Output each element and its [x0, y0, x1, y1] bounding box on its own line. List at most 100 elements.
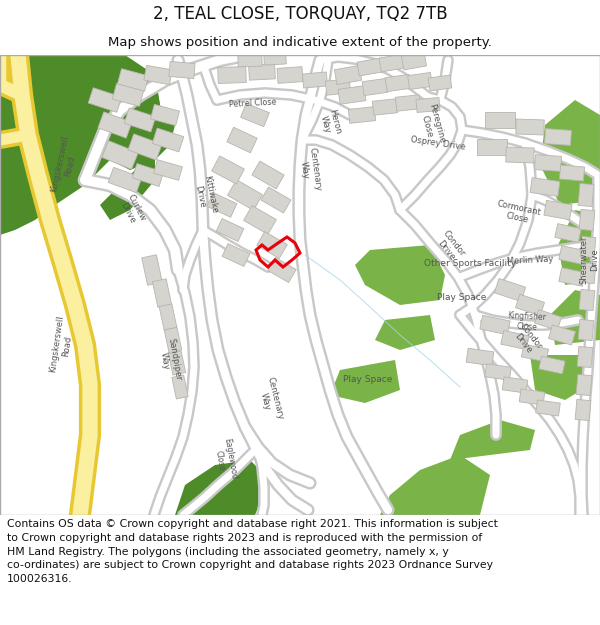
- Bar: [154, 160, 182, 180]
- Text: Shearwater
Drive: Shearwater Drive: [580, 236, 599, 284]
- Bar: [98, 112, 132, 138]
- Bar: [164, 328, 182, 352]
- Bar: [349, 107, 376, 123]
- Bar: [151, 104, 179, 126]
- Bar: [545, 129, 571, 146]
- Polygon shape: [540, 100, 600, 205]
- Polygon shape: [175, 460, 270, 515]
- Bar: [159, 304, 177, 330]
- Bar: [118, 69, 149, 91]
- Bar: [515, 294, 545, 316]
- Polygon shape: [450, 420, 535, 460]
- Text: Condor
Drive: Condor Drive: [510, 322, 544, 358]
- Bar: [577, 346, 593, 368]
- Text: Condor
Drive: Condor Drive: [433, 229, 467, 265]
- Text: Centenary
Way: Centenary Way: [298, 147, 323, 193]
- Bar: [576, 374, 592, 396]
- Bar: [578, 319, 594, 341]
- Bar: [227, 180, 262, 210]
- Polygon shape: [330, 360, 400, 403]
- Bar: [334, 66, 362, 84]
- Bar: [494, 279, 526, 301]
- Bar: [124, 108, 156, 132]
- Bar: [144, 66, 172, 84]
- Bar: [559, 165, 584, 181]
- Bar: [559, 246, 585, 264]
- Bar: [108, 168, 142, 192]
- Bar: [263, 51, 286, 65]
- Bar: [152, 279, 172, 307]
- Bar: [506, 147, 534, 163]
- Text: Peregrine
Close: Peregrine Close: [418, 103, 446, 147]
- Text: Centenary
Way: Centenary Way: [255, 376, 285, 424]
- Bar: [357, 58, 383, 76]
- Text: Play Space: Play Space: [437, 292, 487, 301]
- Polygon shape: [558, 210, 600, 285]
- Text: Contains OS data © Crown copyright and database right 2021. This information is : Contains OS data © Crown copyright and d…: [7, 519, 498, 584]
- Bar: [133, 164, 164, 186]
- Bar: [268, 258, 296, 282]
- Bar: [536, 400, 560, 416]
- Bar: [416, 98, 440, 112]
- Text: Sandpiper
Way: Sandpiper Way: [157, 337, 183, 383]
- Bar: [169, 61, 195, 79]
- Polygon shape: [550, 290, 600, 345]
- Bar: [544, 201, 572, 219]
- Bar: [480, 315, 510, 335]
- Bar: [212, 156, 244, 184]
- Text: Play Space: Play Space: [343, 376, 392, 384]
- Text: Map shows position and indicative extent of the property.: Map shows position and indicative extent…: [108, 36, 492, 49]
- Polygon shape: [110, 75, 175, 170]
- Bar: [277, 67, 303, 83]
- Bar: [241, 103, 269, 127]
- Text: 2, TEAL CLOSE, TORQUAY, TQ2 7TB: 2, TEAL CLOSE, TORQUAY, TQ2 7TB: [152, 5, 448, 22]
- Text: Kittiwake
Drive: Kittiwake Drive: [191, 174, 218, 216]
- Bar: [580, 262, 596, 284]
- Text: Other Sports Facility: Other Sports Facility: [424, 259, 516, 268]
- Bar: [238, 53, 262, 67]
- Bar: [548, 325, 575, 345]
- Text: Cormorant
Close: Cormorant Close: [494, 199, 542, 227]
- Polygon shape: [530, 355, 590, 400]
- Bar: [575, 399, 591, 421]
- Bar: [578, 183, 594, 207]
- Bar: [252, 161, 284, 189]
- Bar: [169, 351, 185, 375]
- Polygon shape: [100, 160, 155, 220]
- Bar: [385, 74, 411, 92]
- Bar: [112, 84, 143, 106]
- Polygon shape: [355, 245, 445, 305]
- Bar: [302, 72, 328, 88]
- Bar: [395, 95, 421, 111]
- Bar: [207, 192, 237, 218]
- Text: Petrel Close: Petrel Close: [229, 98, 277, 109]
- Text: Eaglewood
Close: Eaglewood Close: [212, 438, 238, 482]
- Polygon shape: [380, 455, 490, 515]
- Bar: [580, 236, 596, 258]
- Text: Curlew
Drive: Curlew Drive: [116, 192, 148, 228]
- Bar: [218, 66, 246, 84]
- Bar: [502, 377, 528, 393]
- Bar: [379, 54, 405, 72]
- Bar: [152, 128, 184, 152]
- Bar: [216, 219, 244, 241]
- Bar: [227, 127, 257, 152]
- Bar: [501, 331, 529, 349]
- Bar: [579, 289, 595, 311]
- Bar: [485, 364, 511, 380]
- Text: Kingfisher
Close: Kingfisher Close: [507, 311, 547, 332]
- Bar: [142, 255, 162, 285]
- Bar: [530, 177, 560, 196]
- Bar: [521, 344, 548, 362]
- Bar: [428, 75, 452, 91]
- Bar: [539, 356, 565, 374]
- Polygon shape: [0, 55, 160, 235]
- Bar: [516, 119, 544, 135]
- Bar: [466, 348, 494, 366]
- Bar: [338, 86, 366, 104]
- Bar: [559, 268, 585, 286]
- Bar: [362, 78, 388, 96]
- Bar: [257, 232, 287, 258]
- Text: Heron
Way: Heron Way: [317, 108, 343, 138]
- Bar: [485, 112, 515, 128]
